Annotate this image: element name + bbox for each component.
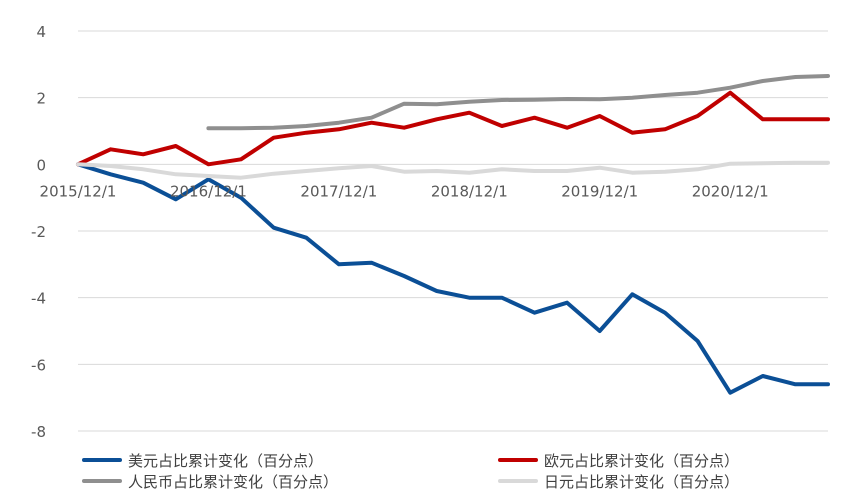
y-tick-label: -8 bbox=[31, 423, 46, 441]
x-tick-label: 2015/12/1 bbox=[40, 182, 117, 200]
x-tick-label: 2016/12/1 bbox=[170, 182, 247, 200]
series-line-1 bbox=[76, 90, 830, 167]
y-tick-label: -4 bbox=[31, 290, 46, 308]
series-line-0 bbox=[76, 162, 830, 395]
x-axis-ticks: 2015/12/1 2016/12/1 2017/12/1 2018/12/1 2019… bbox=[40, 182, 769, 200]
series-line-2 bbox=[206, 74, 830, 131]
x-tick-label: 2017/12/1 bbox=[300, 182, 377, 200]
gridlines bbox=[78, 30, 828, 432]
y-tick-label: 4 bbox=[36, 23, 46, 41]
y-axis-ticks: 4 2 0 -2 -4 -6 -8 bbox=[31, 23, 46, 441]
x-tick-label: 2019/12/1 bbox=[561, 182, 638, 200]
y-tick-label: -6 bbox=[31, 356, 46, 374]
x-tick-label: 2020/12/1 bbox=[692, 182, 769, 200]
y-tick-label: 0 bbox=[36, 156, 46, 174]
y-tick-label: 2 bbox=[36, 90, 46, 108]
series-lines bbox=[76, 74, 830, 395]
x-tick-label: 2018/12/1 bbox=[431, 182, 508, 200]
y-tick-label: -2 bbox=[31, 223, 46, 241]
series-line-3 bbox=[76, 160, 830, 180]
